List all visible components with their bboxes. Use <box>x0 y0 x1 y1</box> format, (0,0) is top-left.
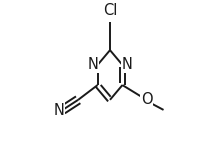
Text: N: N <box>88 57 98 72</box>
Text: N: N <box>53 103 64 118</box>
Text: N: N <box>122 57 132 72</box>
Text: Cl: Cl <box>103 3 117 18</box>
Text: O: O <box>141 92 152 107</box>
